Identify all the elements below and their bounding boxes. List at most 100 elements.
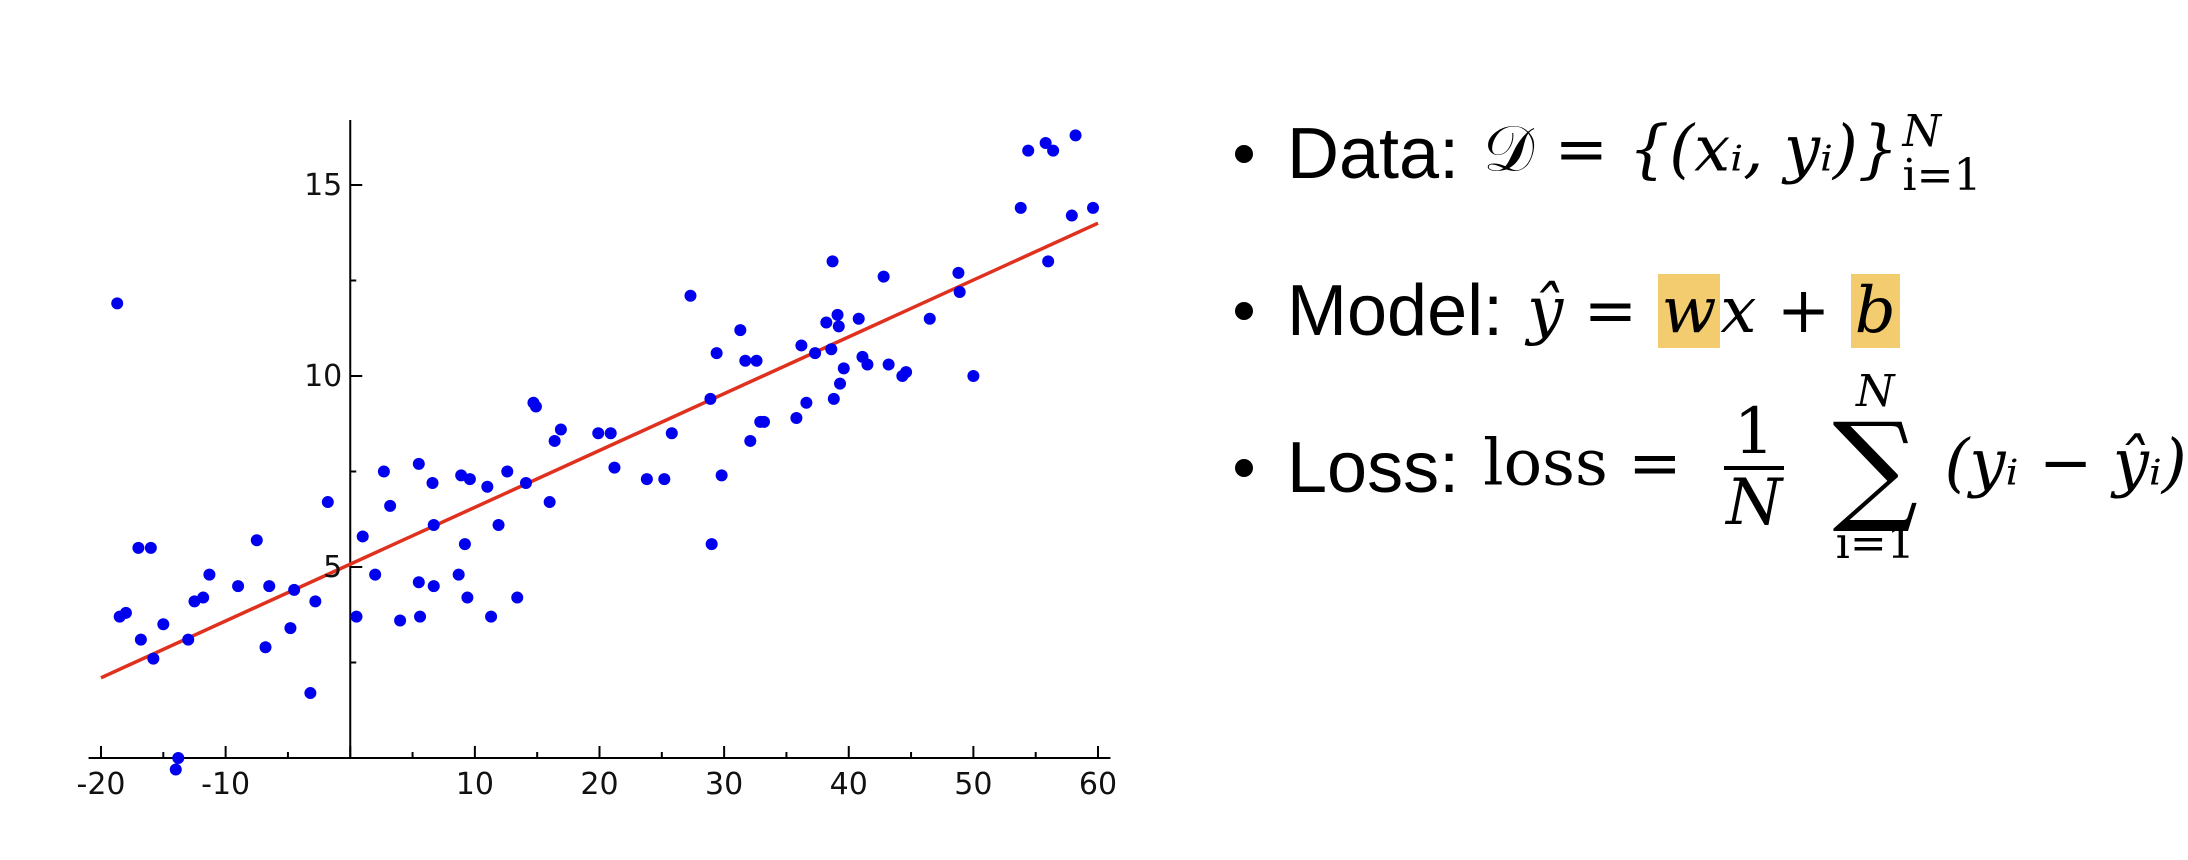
- x-tick-label: 30: [705, 767, 743, 802]
- data-point: [952, 266, 965, 279]
- data-point: [795, 339, 808, 352]
- data-point: [684, 289, 697, 302]
- data-point: [519, 476, 532, 489]
- data-point: [197, 591, 210, 604]
- data-point: [485, 610, 498, 623]
- fit-line-layer: [100, 221, 1099, 680]
- data-point: [169, 763, 182, 776]
- data-point: [790, 412, 803, 425]
- data-point: [710, 347, 723, 360]
- data-point: [250, 534, 263, 547]
- data-point: [658, 473, 671, 486]
- equals-sign: =: [1583, 274, 1638, 348]
- tick-labels: -20 -10 10 20 30 40 50 60 5 10 15: [77, 168, 1118, 802]
- data-point: [543, 496, 556, 509]
- prediction-symbol: ŷ: [1527, 274, 1564, 348]
- data-point: [492, 518, 505, 531]
- data-point: [119, 606, 132, 619]
- data-point: [820, 316, 833, 329]
- data-point: [384, 499, 397, 512]
- data-point: [412, 457, 425, 470]
- squared-error-term: (yᵢ − ŷᵢ): [1944, 426, 2187, 501]
- x-tick-label: -20: [77, 767, 126, 802]
- data-point: [182, 633, 195, 646]
- data-point: [832, 320, 845, 333]
- data-point: [111, 297, 124, 310]
- input-symbol: x: [1720, 274, 1757, 348]
- loss-formula: loss = 1 N N ∑ i=1 (yᵢ − ŷᵢ)2: [1483, 370, 2188, 566]
- bullet-label: Model:: [1287, 271, 1504, 351]
- fit-line: [100, 221, 1099, 680]
- data-point: [758, 415, 771, 428]
- x-tick-label: 40: [830, 767, 868, 802]
- data-point: [529, 400, 542, 413]
- data-point: [452, 568, 465, 581]
- data-points-layer: [111, 129, 1100, 776]
- data-point: [147, 652, 160, 665]
- x-tick-label: 50: [954, 767, 992, 802]
- summation: N ∑ i=1: [1832, 370, 1918, 566]
- bullet-label: Loss:: [1287, 428, 1460, 508]
- data-point: [481, 480, 494, 493]
- data-point: [834, 377, 847, 390]
- dataset-symbol: 𝒟: [1483, 112, 1535, 187]
- bullet-loss: Loss: loss = 1 N N ∑ i=1 (yᵢ − ŷᵢ)2: [1235, 370, 2188, 566]
- data-point: [750, 354, 763, 367]
- data-point: [458, 538, 471, 551]
- data-point: [548, 434, 561, 447]
- data-point: [1039, 136, 1052, 149]
- data-point: [705, 538, 718, 551]
- data-point: [852, 312, 865, 325]
- data-point: [1069, 129, 1082, 142]
- bullet-model: Model: ŷ = wx + b: [1235, 270, 1900, 352]
- data-point: [1065, 209, 1078, 222]
- superscript: N: [1902, 106, 1942, 157]
- data-point: [1047, 144, 1060, 157]
- data-point: [967, 370, 980, 382]
- data-point: [144, 541, 157, 554]
- x-tick-label: 20: [580, 767, 618, 802]
- data-point: [592, 427, 605, 440]
- bullet-dot-icon: [1235, 459, 1253, 477]
- scatter-plot: -20 -10 10 20 30 40 50 60 5 10 15: [77, 120, 1118, 802]
- data-point: [953, 285, 966, 298]
- plus-sign: +: [1776, 274, 1831, 348]
- data-point: [427, 518, 440, 531]
- data-point: [284, 622, 297, 635]
- data-point: [369, 568, 382, 581]
- data-point: [800, 396, 813, 409]
- data-point: [134, 633, 147, 646]
- data-point: [831, 308, 844, 321]
- data-point: [826, 255, 839, 268]
- data-point: [427, 580, 440, 593]
- weight-highlight: w: [1657, 274, 1721, 348]
- bias-highlight: b: [1850, 274, 1900, 348]
- data-point: [809, 347, 822, 360]
- data-point: [414, 610, 427, 623]
- data-point: [900, 366, 913, 379]
- data-point: [350, 610, 363, 623]
- model-formula: ŷ = wx + b: [1527, 274, 1900, 348]
- data-point: [877, 270, 890, 283]
- data-point: [232, 580, 245, 593]
- data-point: [837, 362, 850, 375]
- data-point: [309, 595, 322, 608]
- data-point: [377, 465, 390, 478]
- equals-sign: =: [1628, 426, 1682, 501]
- data-point: [511, 591, 524, 604]
- data-point: [172, 752, 185, 764]
- data-point: [608, 461, 621, 474]
- set-body: {(xᵢ, yᵢ)}: [1628, 112, 1899, 187]
- data-point: [501, 465, 514, 478]
- data-point: [665, 427, 678, 440]
- sum-sigma-icon: ∑: [1832, 398, 1919, 537]
- bullet-dot-icon: [1235, 145, 1253, 163]
- data-point: [604, 427, 617, 440]
- data-point: [203, 568, 216, 581]
- data-point: [263, 580, 276, 593]
- data-point: [356, 530, 369, 543]
- data-point: [744, 434, 757, 447]
